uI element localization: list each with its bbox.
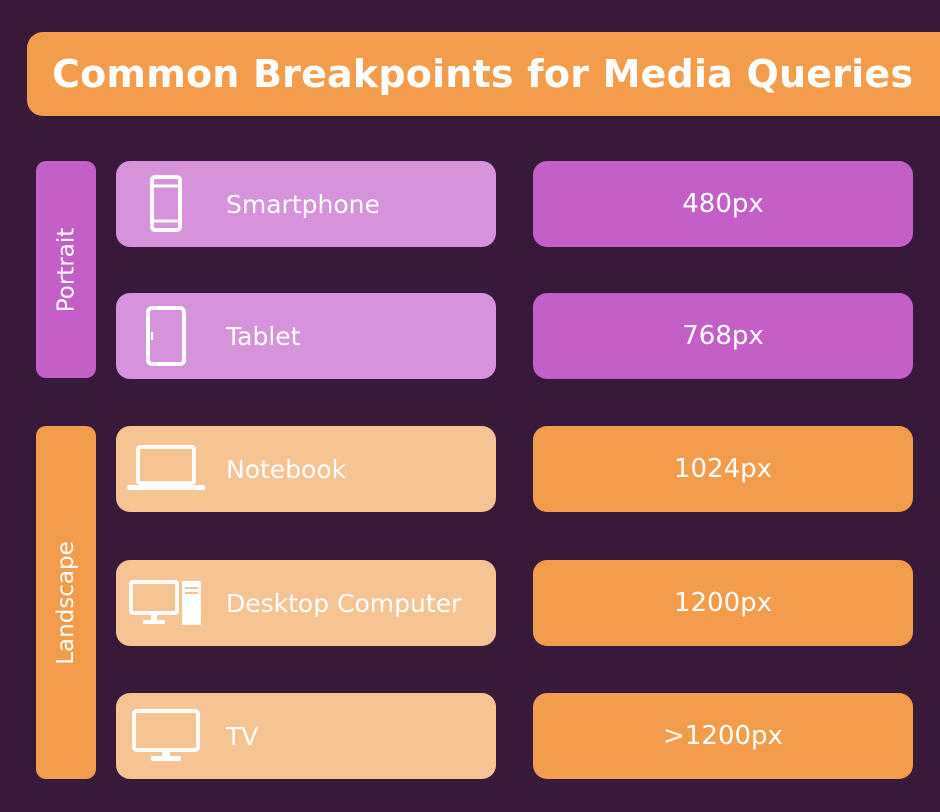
device-card-desktop: Desktop Computer xyxy=(116,560,496,646)
tablet-icon xyxy=(116,293,216,379)
title-banner: Common Breakpoints for Media Queries xyxy=(27,32,940,116)
device-label: TV xyxy=(226,721,259,751)
portrait-label-text: Portrait xyxy=(53,227,79,312)
device-label: Notebook xyxy=(226,454,347,484)
device-card-tablet: Tablet xyxy=(116,293,496,379)
desktop-computer-icon xyxy=(116,560,216,646)
page-title: Common Breakpoints for Media Queries xyxy=(52,52,914,96)
breakpoint-value-tablet: 768px xyxy=(533,293,913,379)
breakpoint-value-tv: >1200px xyxy=(533,693,913,779)
breakpoint-value-notebook: 1024px xyxy=(533,426,913,512)
device-card-smartphone: Smartphone xyxy=(116,161,496,247)
device-card-notebook: Notebook xyxy=(116,426,496,512)
breakpoint-value-smartphone: 480px xyxy=(533,161,913,247)
laptop-icon xyxy=(116,426,216,512)
device-label: Smartphone xyxy=(226,189,380,219)
smartphone-icon xyxy=(116,161,216,247)
device-label: Tablet xyxy=(226,321,301,351)
device-label: Desktop Computer xyxy=(226,588,462,618)
landscape-label-text: Landscape xyxy=(53,540,79,665)
breakpoint-value-desktop: 1200px xyxy=(533,560,913,646)
landscape-group-label: Landscape xyxy=(36,426,96,779)
portrait-group-label: Portrait xyxy=(36,161,96,378)
tv-icon xyxy=(116,693,216,779)
device-card-tv: TV xyxy=(116,693,496,779)
